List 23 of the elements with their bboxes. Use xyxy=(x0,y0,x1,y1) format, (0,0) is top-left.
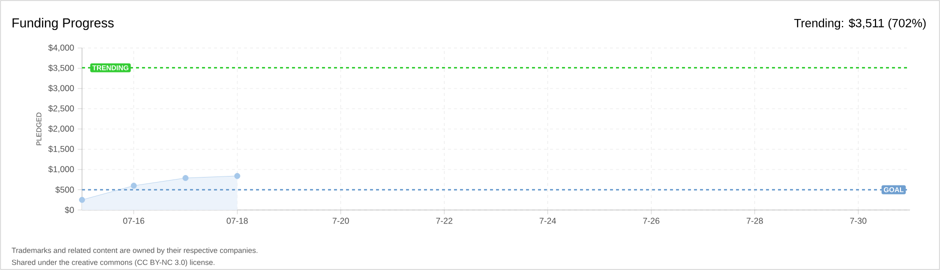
text: Trending: $3,511 (702%) xyxy=(794,18,926,30)
y-tick-label: $1,500 xyxy=(48,146,74,153)
y-tick-label: $2,000 xyxy=(48,125,74,133)
point xyxy=(234,172,240,179)
chart-title: Funding Progress xyxy=(12,18,114,30)
y-tick-label: $1,000 xyxy=(48,166,74,174)
y-tick-label: $3,500 xyxy=(48,64,74,72)
x-tick-label: 7-28 xyxy=(746,218,763,224)
x-tick-label: 7-30 xyxy=(850,218,866,224)
x-tick-label: 7-24 xyxy=(540,218,556,224)
y-tick-label: $0 xyxy=(64,206,74,214)
x-tick-label: 07-16 xyxy=(123,218,144,224)
point xyxy=(79,196,86,203)
x-tick-label: 7-26 xyxy=(643,218,660,224)
x-tick-label: 07-18 xyxy=(226,218,248,224)
x-tick-label: 7-22 xyxy=(436,218,452,224)
y-tick-label: $2,500 xyxy=(48,105,74,112)
y-tick-label: $500 xyxy=(55,186,74,194)
y-tick-label: $4,000 xyxy=(48,44,74,52)
y-tick-label: $3,000 xyxy=(48,84,74,92)
point xyxy=(130,182,137,189)
x-tick-label: 7-20 xyxy=(332,218,349,224)
point xyxy=(182,174,189,181)
